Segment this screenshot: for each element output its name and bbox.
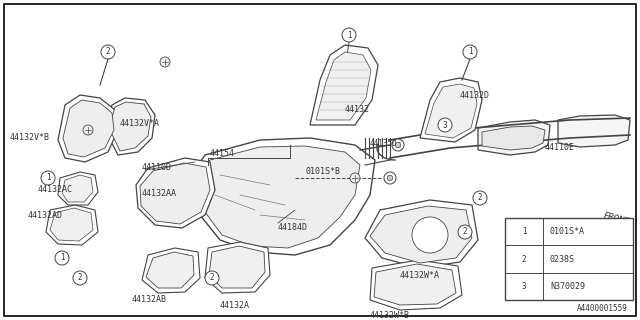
Text: 2: 2: [477, 194, 483, 203]
Polygon shape: [209, 246, 265, 288]
Text: 44132D: 44132D: [460, 91, 490, 100]
Polygon shape: [365, 200, 478, 268]
Circle shape: [384, 172, 396, 184]
Text: 2: 2: [77, 274, 83, 283]
Polygon shape: [46, 205, 98, 245]
Bar: [505, 218, 633, 300]
Polygon shape: [58, 95, 118, 162]
Text: 44154: 44154: [210, 148, 235, 157]
Circle shape: [438, 118, 452, 132]
Polygon shape: [105, 98, 155, 155]
Polygon shape: [205, 242, 270, 293]
Text: 44132V*B: 44132V*B: [10, 133, 50, 142]
Text: 2: 2: [463, 228, 467, 236]
Text: 3: 3: [522, 282, 526, 291]
Text: 1: 1: [60, 253, 64, 262]
Circle shape: [516, 224, 532, 240]
Polygon shape: [142, 248, 200, 293]
Circle shape: [387, 175, 393, 181]
Circle shape: [516, 278, 532, 294]
Text: 44135D: 44135D: [370, 139, 397, 148]
Polygon shape: [425, 84, 477, 138]
Circle shape: [41, 171, 55, 185]
Polygon shape: [62, 175, 93, 202]
Text: 2: 2: [522, 254, 526, 263]
Text: 1: 1: [347, 30, 351, 39]
Polygon shape: [478, 120, 550, 155]
Text: 44132AD: 44132AD: [28, 211, 63, 220]
Text: 44132AC: 44132AC: [38, 186, 73, 195]
Text: 44132AA: 44132AA: [142, 188, 177, 197]
Text: 2: 2: [210, 274, 214, 283]
Polygon shape: [200, 146, 360, 248]
Polygon shape: [195, 138, 375, 255]
Polygon shape: [140, 163, 210, 224]
Polygon shape: [558, 115, 630, 147]
Text: 44132W*B: 44132W*B: [370, 310, 410, 319]
Text: 44132V*A: 44132V*A: [120, 118, 160, 127]
Polygon shape: [50, 208, 93, 241]
Text: 0238S: 0238S: [550, 254, 575, 263]
Circle shape: [83, 125, 93, 135]
Text: 44132W*A: 44132W*A: [400, 270, 440, 279]
Polygon shape: [370, 206, 472, 263]
Circle shape: [463, 45, 477, 59]
Text: 0101S*B: 0101S*B: [305, 167, 340, 177]
Circle shape: [458, 225, 472, 239]
Circle shape: [73, 271, 87, 285]
Text: 44110D: 44110D: [142, 164, 172, 172]
Polygon shape: [420, 78, 482, 142]
Text: 44132AB: 44132AB: [132, 295, 167, 305]
Text: 1: 1: [468, 47, 472, 57]
Circle shape: [350, 173, 360, 183]
Circle shape: [412, 217, 448, 253]
Polygon shape: [136, 158, 215, 228]
Text: 44132: 44132: [345, 106, 370, 115]
Polygon shape: [63, 100, 114, 157]
Polygon shape: [374, 264, 456, 305]
Text: 0101S*A: 0101S*A: [550, 227, 585, 236]
Polygon shape: [109, 102, 151, 151]
Polygon shape: [310, 45, 378, 125]
Circle shape: [396, 142, 401, 148]
Text: 1: 1: [45, 173, 51, 182]
Circle shape: [205, 271, 219, 285]
Polygon shape: [58, 172, 98, 205]
Circle shape: [516, 251, 532, 267]
Text: 44184D: 44184D: [278, 223, 308, 233]
Circle shape: [342, 28, 356, 42]
Text: 1: 1: [522, 227, 526, 236]
Polygon shape: [482, 126, 545, 150]
Text: 2: 2: [106, 47, 110, 57]
Text: 44110E: 44110E: [545, 143, 575, 153]
Text: N370029: N370029: [550, 282, 585, 291]
Circle shape: [392, 139, 404, 151]
Text: A4400001559: A4400001559: [577, 304, 628, 313]
Polygon shape: [146, 252, 194, 288]
Text: 3: 3: [443, 121, 447, 130]
Polygon shape: [316, 52, 371, 120]
Circle shape: [101, 45, 115, 59]
Circle shape: [473, 191, 487, 205]
Circle shape: [160, 57, 170, 67]
Text: 44132A: 44132A: [220, 300, 250, 309]
Text: FRONT: FRONT: [602, 211, 630, 227]
Circle shape: [55, 251, 69, 265]
Polygon shape: [370, 260, 462, 310]
